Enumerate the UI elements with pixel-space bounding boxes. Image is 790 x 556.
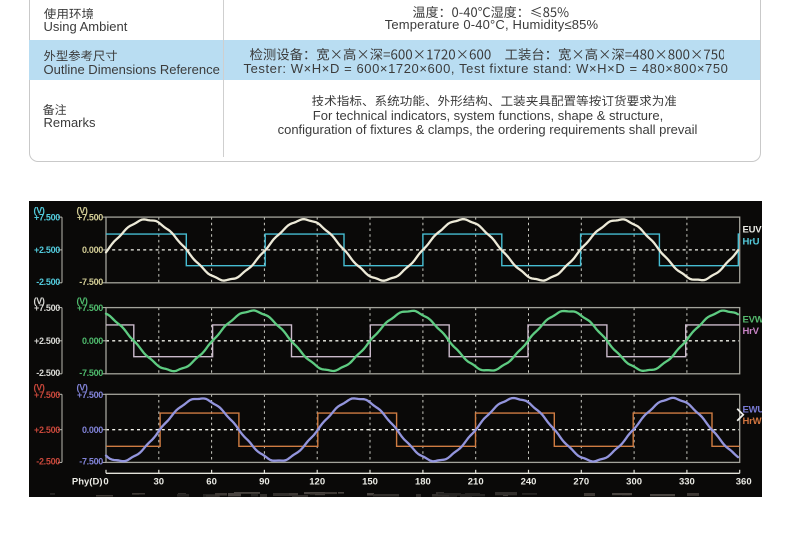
- svg-text:HrU: HrU: [743, 236, 760, 247]
- svg-text:(V): (V): [34, 205, 45, 215]
- svg-text:180: 180: [415, 477, 431, 488]
- svg-text:EVW: EVW: [743, 315, 763, 326]
- svg-text:+2.500: +2.500: [34, 245, 60, 255]
- svg-text:Phy(D): Phy(D): [72, 477, 103, 488]
- svg-text:(V): (V): [77, 296, 88, 306]
- svg-text:270: 270: [573, 477, 589, 488]
- svg-text:+2.500: +2.500: [34, 425, 60, 435]
- svg-text:60: 60: [206, 477, 217, 488]
- svg-text:+7.500: +7.500: [77, 390, 103, 400]
- svg-text:HrV: HrV: [743, 326, 760, 337]
- svg-text:-7.500: -7.500: [79, 277, 103, 287]
- svg-text:240: 240: [521, 477, 537, 488]
- svg-text:+7.500: +7.500: [34, 303, 60, 313]
- svg-text:30: 30: [154, 477, 165, 488]
- svg-text:-7.500: -7.500: [79, 368, 103, 378]
- svg-text:+7.500: +7.500: [34, 390, 60, 400]
- svg-text:0.000: 0.000: [82, 336, 103, 346]
- svg-text:90: 90: [259, 477, 270, 488]
- svg-text:-2.500: -2.500: [36, 368, 60, 378]
- svg-text:(V): (V): [34, 383, 45, 393]
- svg-text:(V): (V): [34, 296, 45, 306]
- svg-text:-7.500: -7.500: [79, 457, 103, 467]
- svg-text:0.000: 0.000: [82, 245, 103, 255]
- svg-text:(V): (V): [77, 383, 88, 393]
- svg-text:HrW: HrW: [743, 416, 762, 427]
- svg-text:+7.500: +7.500: [77, 213, 103, 223]
- svg-text:210: 210: [468, 477, 484, 488]
- svg-text:+7.500: +7.500: [77, 303, 103, 313]
- svg-text:0.000: 0.000: [82, 425, 103, 435]
- svg-text:300: 300: [626, 477, 642, 488]
- svg-text:+7.500: +7.500: [34, 213, 60, 223]
- svg-text:330: 330: [679, 477, 695, 488]
- svg-text:0: 0: [103, 477, 108, 488]
- svg-text:(V): (V): [77, 205, 88, 215]
- svg-text:120: 120: [309, 477, 325, 488]
- svg-text:360: 360: [736, 477, 752, 488]
- svg-text:-2.500: -2.500: [36, 457, 60, 467]
- svg-text:+2.500: +2.500: [34, 336, 60, 346]
- svg-text:150: 150: [362, 477, 378, 488]
- svg-text:EUV: EUV: [743, 225, 763, 236]
- svg-text:-2.500: -2.500: [36, 277, 60, 287]
- svg-text:EWU: EWU: [743, 405, 763, 416]
